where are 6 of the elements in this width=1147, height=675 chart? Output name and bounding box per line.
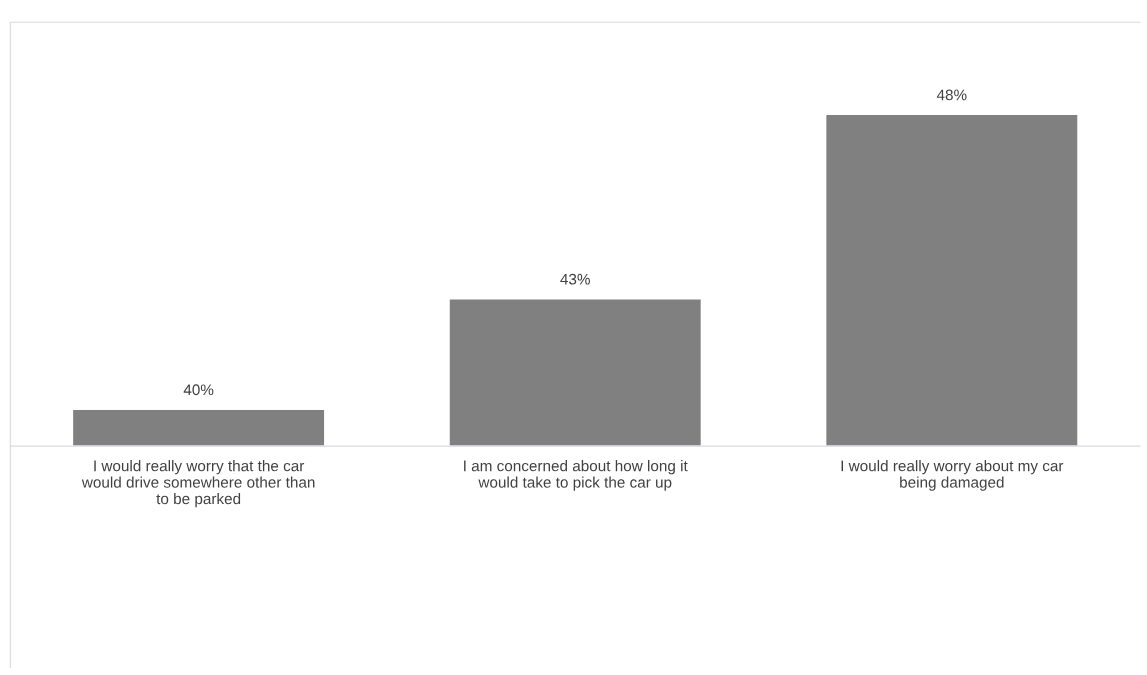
data-label: 40% [183,384,214,396]
x-tick-label: I am concerned about how long it would take to pick the car up [464,460,688,491]
data-label: 48% [936,89,967,101]
x-tick-label: I would really worry that the car would drive somewhere other than to be parked [81,460,315,508]
data-label: 43% [560,273,590,285]
x-tick-label: I would really worry about my car being damaged [841,460,1064,491]
